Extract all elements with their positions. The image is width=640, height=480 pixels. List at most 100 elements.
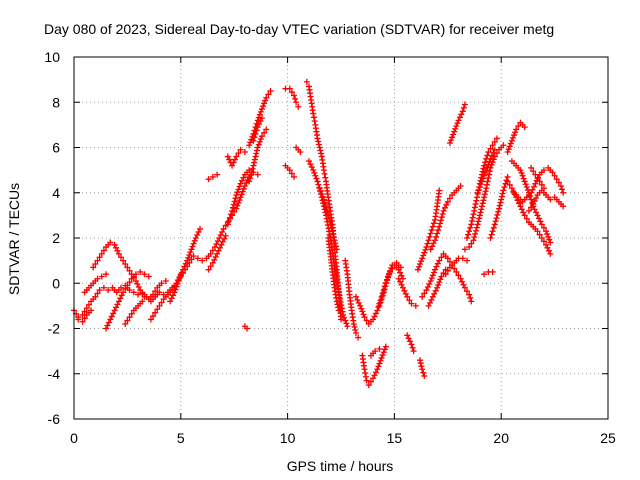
data-point-marker — [485, 175, 492, 182]
data-point-marker — [233, 205, 240, 212]
data-point-marker — [213, 241, 220, 248]
data-point-marker — [429, 243, 436, 250]
data-point-marker — [372, 310, 379, 317]
data-series — [90, 239, 169, 303]
data-point-marker — [335, 304, 342, 311]
data-point-marker — [555, 179, 562, 186]
data-point-marker — [460, 281, 467, 288]
data-point-marker — [320, 196, 327, 203]
data-point-marker — [100, 284, 107, 291]
data-point-marker — [481, 172, 488, 179]
data-point-marker — [333, 243, 340, 250]
data-point-marker — [499, 190, 506, 197]
data-point-marker — [286, 85, 293, 92]
data-point-marker — [468, 298, 475, 305]
x-tick-label: 20 — [493, 430, 509, 446]
data-point-marker — [338, 316, 344, 323]
data-point-marker — [215, 247, 222, 254]
y-tick-label: 2 — [52, 230, 60, 246]
data-point-marker — [156, 302, 163, 309]
data-point-marker — [406, 297, 413, 304]
data-point-marker — [546, 236, 553, 243]
data-point-marker — [305, 158, 312, 165]
data-point-marker — [122, 320, 129, 327]
data-point-marker — [190, 253, 197, 260]
data-series — [103, 268, 152, 332]
data-point-marker — [398, 281, 405, 288]
data-point-marker — [135, 284, 142, 291]
data-point-marker — [255, 141, 262, 148]
data-point-marker — [179, 266, 186, 273]
data-point-marker — [197, 225, 204, 232]
data-point-marker — [538, 221, 545, 228]
data-point-marker — [134, 281, 141, 288]
data-point-marker — [437, 220, 444, 227]
data-point-marker — [382, 343, 389, 350]
data-point-marker — [359, 308, 366, 315]
data-point-marker — [534, 175, 541, 182]
data-point-marker — [237, 180, 244, 187]
y-axis-label: SDTVAR / TECUs — [6, 183, 22, 295]
data-point-marker — [199, 257, 206, 264]
data-point-marker — [96, 287, 103, 294]
data-point-marker — [472, 201, 479, 208]
data-point-marker — [467, 224, 474, 231]
data-point-marker — [262, 97, 269, 104]
data-point-marker — [530, 201, 537, 208]
data-point-marker — [229, 162, 236, 169]
data-point-marker — [110, 310, 117, 317]
data-point-marker — [107, 316, 114, 323]
data-point-marker — [94, 275, 101, 282]
data-point-marker — [489, 268, 496, 275]
data-point-marker — [467, 294, 474, 301]
data-point-marker — [425, 302, 432, 309]
data-point-marker — [528, 196, 535, 203]
data-point-marker — [358, 305, 365, 312]
data-point-marker — [212, 253, 219, 260]
data-point-marker — [139, 298, 146, 305]
data-point-marker — [321, 199, 328, 206]
data-point-marker — [551, 172, 558, 179]
data-point-marker — [520, 175, 527, 182]
data-point-marker — [230, 201, 237, 208]
data-point-marker — [496, 205, 503, 212]
data-point-marker — [405, 335, 412, 342]
data-point-marker — [105, 287, 112, 294]
data-point-marker — [519, 172, 526, 179]
data-point-marker — [317, 147, 324, 154]
data-point-marker — [81, 308, 88, 315]
data-point-marker — [474, 189, 481, 196]
data-point-marker — [523, 184, 530, 191]
data-point-marker — [253, 150, 260, 157]
data-point-marker — [475, 186, 482, 193]
data-point-marker — [466, 291, 473, 298]
data-point-marker — [433, 233, 440, 240]
x-tick-label: 25 — [600, 430, 616, 446]
data-point-marker — [372, 369, 379, 376]
data-point-marker — [553, 176, 560, 183]
data-point-marker — [504, 149, 511, 156]
data-series — [75, 307, 95, 325]
data-point-marker — [216, 244, 223, 251]
y-tick-label: -4 — [48, 366, 61, 382]
data-point-marker — [464, 288, 471, 295]
data-point-marker — [426, 233, 433, 240]
data-point-marker — [249, 165, 256, 172]
data-point-marker — [328, 225, 335, 232]
data-point-marker — [325, 212, 332, 219]
x-tick-label: 15 — [387, 430, 403, 446]
data-point-marker — [374, 366, 381, 373]
data-point-marker — [357, 302, 364, 309]
data-point-marker — [98, 250, 105, 257]
y-tick-label: 6 — [52, 140, 60, 156]
data-point-marker — [523, 215, 530, 222]
data-point-marker — [458, 111, 465, 118]
data-point-marker — [216, 235, 223, 241]
data-point-marker — [417, 360, 424, 367]
data-series — [122, 298, 146, 327]
data-point-marker — [558, 182, 565, 189]
data-point-marker — [437, 217, 444, 224]
data-point-marker — [205, 266, 212, 273]
data-point-marker — [438, 254, 445, 261]
data-point-marker — [388, 264, 395, 271]
